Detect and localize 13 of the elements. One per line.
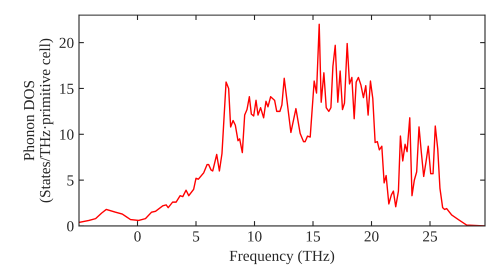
y-axis-title: Phonon DOS (States/THz·primitive cell): [23, 38, 54, 202]
x-tick-label: 0: [134, 231, 141, 242]
x-tick-label: 25: [423, 231, 438, 242]
x-axis-title: Frequency (THz): [230, 250, 334, 264]
x-tick-label: 15: [306, 231, 320, 242]
y-tick-label: 5: [67, 175, 74, 186]
y-tick-label: 0: [67, 221, 74, 232]
x-tick-label: 10: [248, 231, 262, 242]
y-tick-label: 20: [60, 38, 74, 48]
y-tick-label: 10: [60, 129, 74, 140]
y-tick-label: 15: [60, 84, 74, 94]
x-tick-label: 5: [193, 231, 200, 242]
x-tick-label: 20: [364, 231, 379, 242]
